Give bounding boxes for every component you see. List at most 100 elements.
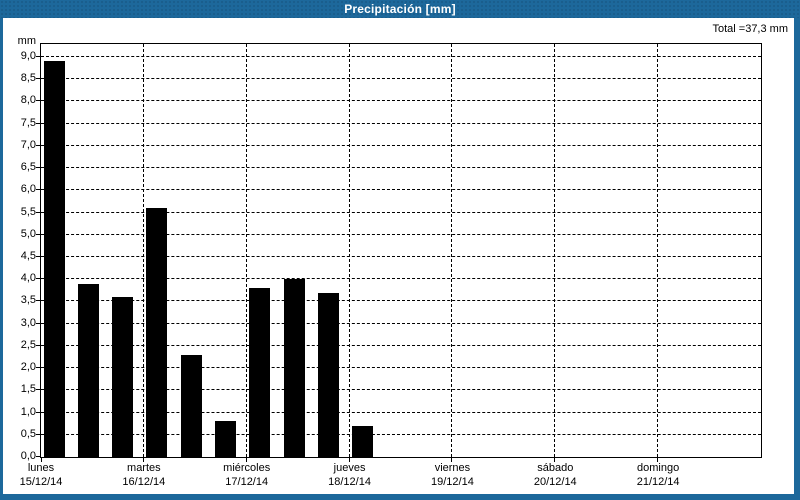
y-tick-mark [36,322,40,324]
h-gridline [41,433,761,435]
y-tick-label: 3,0 [20,316,36,329]
precipitation-bar [317,292,339,457]
h-gridline [41,300,761,302]
h-gridline [41,100,761,102]
y-tick-label: 6,5 [20,161,36,174]
v-gridline [451,44,453,457]
y-tick-mark [36,100,40,102]
y-tick-mark [36,456,40,457]
x-tick-mark [142,458,144,462]
h-gridline [41,78,761,80]
h-gridline [41,367,761,369]
precipitation-bar [112,297,134,457]
precipitation-bar [77,283,99,457]
h-gridline [41,389,761,391]
day-label: jueves 18/12/14 [295,462,405,489]
day-name: lunes [27,462,55,474]
y-tick-label: 2,5 [20,338,36,351]
h-gridline [41,411,761,413]
y-tick-mark [36,122,40,124]
day-label: miércoles 17/12/14 [192,462,302,489]
x-tick-mark [554,458,556,462]
h-gridline [41,344,761,346]
y-tick-label: 5,5 [20,205,36,218]
h-gridline [41,211,761,213]
y-tick-label: 6,0 [20,183,36,196]
y-tick-mark [36,144,40,146]
day-name: viernes [434,462,471,474]
y-tick-label: 1,5 [20,383,36,396]
day-date: 18/12/14 [328,475,371,488]
window-titlebar: Precipitación [mm] [0,0,800,18]
y-tick-label: 0,5 [20,427,36,440]
h-gridline [41,322,761,324]
y-tick-label: 8,5 [20,72,36,85]
day-name: jueves [333,462,366,474]
x-tick-mark [348,458,350,462]
y-tick-label: 7,5 [20,116,36,129]
precipitation-bar [352,425,374,457]
y-tick-mark [36,211,40,213]
h-gridline [41,189,761,191]
day-name: miércoles [223,462,271,474]
x-axis-labels: lunes 15/12/14 martes 16/12/14 miércoles 17/1… [0,462,800,492]
day-label: martes 16/12/14 [89,462,199,489]
h-gridline [41,278,761,280]
y-tick-label: 8,0 [20,94,36,107]
day-date: 19/12/14 [431,475,474,488]
day-name: martes [127,462,161,474]
y-tick-mark [36,389,40,391]
day-label: viernes 19/12/14 [397,462,507,489]
h-gridline [41,167,761,169]
y-tick-mark [36,233,40,235]
y-tick-mark [36,167,40,169]
y-tick-mark [36,278,40,280]
v-gridline [245,44,247,457]
window-title: Precipitación [mm] [344,2,456,16]
y-tick-label: 4,5 [20,250,36,262]
y-tick-label: 4,0 [20,272,36,285]
y-tick-mark [36,367,40,369]
day-name: domingo [637,462,680,474]
h-gridline [41,144,761,146]
y-tick-label: 1,0 [20,405,36,418]
y-tick-mark [36,189,40,191]
y-tick-mark [36,300,40,302]
x-tick-mark [657,458,659,462]
h-gridline [41,256,761,257]
y-tick-mark [36,256,40,257]
x-tick-mark [245,458,247,462]
precipitation-bar [146,208,168,457]
y-axis-labels: mm 9,0 8,5 8,0 7,5 7,0 6,5 6,0 5,5 5,0 4,5 4,0 3,5 3,… [0,35,36,462]
x-tick-mark [41,458,42,462]
day-date: 21/12/14 [636,475,680,488]
y-tick-mark [36,56,40,57]
y-tick-label: 3,5 [20,294,36,307]
y-tick-label: 5,0 [20,227,36,240]
day-label: domingo 21/12/14 [603,462,713,489]
y-tick-label: 9,0 [20,50,36,62]
day-name: sábado [537,462,574,474]
day-label: lunes 15/12/14 [0,462,96,489]
v-gridline [657,44,659,457]
y-tick-mark [36,78,40,80]
y-tick-label: 2,0 [20,361,36,374]
day-date: 16/12/14 [122,475,166,488]
day-date: 17/12/14 [225,475,269,488]
precipitation-bar [249,288,271,457]
day-date: 20/12/14 [533,475,577,488]
y-tick-label: 7,0 [20,138,36,151]
precipitation-bar [283,279,305,457]
window-border-right [794,18,800,500]
h-gridline [41,122,761,124]
precipitation-bar [180,354,202,457]
total-label: Total =37,3 mm [712,23,788,35]
h-gridline [41,233,761,235]
day-label: sábado 20/12/14 [500,462,610,489]
x-tick-mark [451,458,453,462]
h-gridline [41,56,761,57]
y-tick-mark [36,411,40,413]
v-gridline [554,44,556,457]
plot-canvas [36,43,762,462]
